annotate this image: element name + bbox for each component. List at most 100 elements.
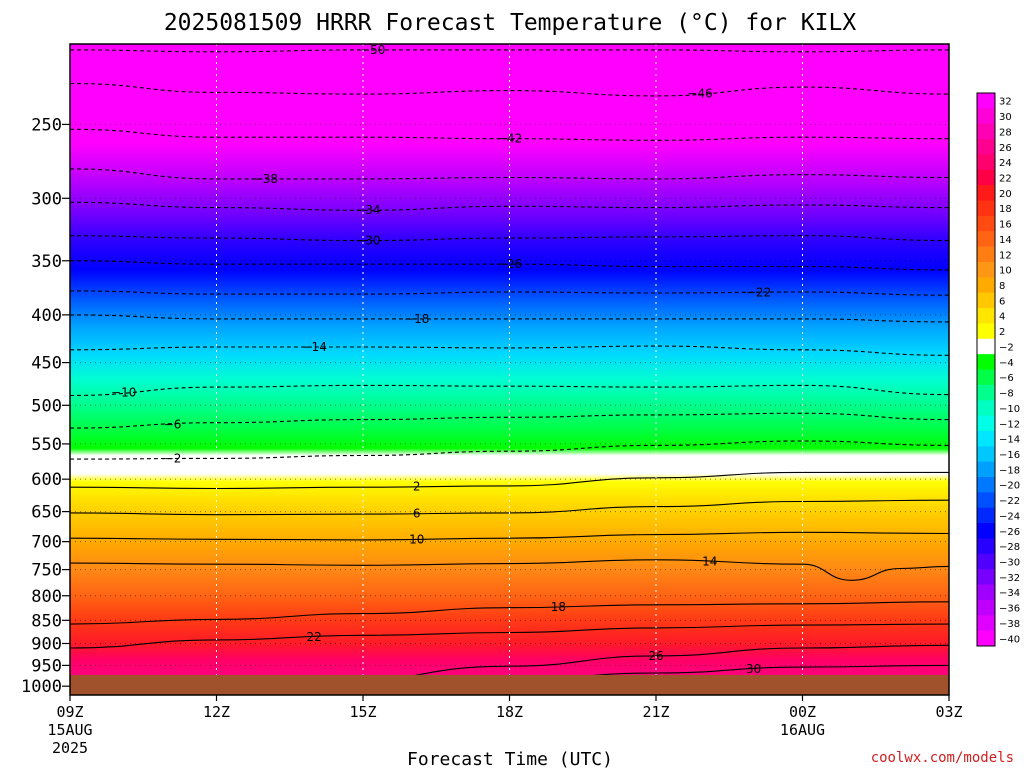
contour-line — [70, 559, 949, 581]
colorbar-swatch — [977, 354, 995, 370]
colorbar-swatch — [977, 261, 995, 278]
contour-line — [70, 531, 949, 541]
colorbar-swatch — [977, 231, 995, 248]
colorbar-label: 16 — [999, 220, 1012, 231]
x-tick-label: 21Z — [642, 703, 669, 721]
contour-label: −34 — [355, 203, 380, 217]
colorbar-label: −26 — [999, 527, 1020, 538]
colorbar-label: 4 — [999, 312, 1005, 323]
colorbar-label: −8 — [999, 389, 1014, 400]
colorbar-label: 30 — [999, 112, 1012, 123]
colorbar-swatch — [977, 461, 995, 478]
x-tick-label: 00Z — [789, 703, 816, 721]
contour-label: −2 — [164, 452, 182, 466]
x-axis-label: Forecast Time (UTC) — [407, 749, 613, 768]
colorbar-label: −16 — [999, 450, 1020, 461]
contour-label: 22 — [307, 630, 322, 644]
y-tick-label: 850 — [31, 611, 62, 631]
contour-line — [314, 644, 949, 687]
colorbar-swatch — [977, 538, 995, 555]
colorbar-swatch — [977, 369, 995, 386]
y-tick-label: 650 — [31, 503, 62, 523]
y-tick-label: 400 — [31, 306, 62, 326]
contour-label: 14 — [702, 554, 717, 568]
y-tick-label: 700 — [31, 533, 62, 553]
colorbar-swatch — [977, 400, 995, 417]
colorbar-label: −38 — [999, 619, 1020, 630]
colorbar-label: −18 — [999, 465, 1020, 476]
colorbar-swatch — [977, 477, 995, 493]
colorbar-label: −14 — [999, 435, 1020, 446]
colorbar-swatch — [977, 93, 995, 109]
x-tick-label: 15Z — [349, 703, 376, 721]
ground-surface — [70, 675, 949, 695]
contour-label: 10 — [409, 532, 424, 546]
colorbar-swatch — [977, 215, 995, 232]
colorbar-swatch — [977, 415, 995, 432]
colorbar-label: −20 — [999, 481, 1020, 492]
y-tick-label: 550 — [31, 435, 62, 455]
colorbar-label: −22 — [999, 496, 1020, 507]
contour-label: −50 — [360, 43, 385, 57]
colorbar-label: −30 — [999, 558, 1020, 569]
colorbar-label: 14 — [999, 235, 1012, 246]
colorbar-label: −34 — [999, 588, 1020, 599]
colorbar-label: 20 — [999, 189, 1012, 200]
colorbar-swatch — [977, 630, 995, 647]
colorbar-swatch — [977, 185, 995, 202]
contour-label: −22 — [746, 285, 771, 299]
colorbar-label: −10 — [999, 404, 1020, 415]
contour-label: 26 — [648, 649, 663, 663]
colorbar-swatch — [977, 200, 995, 217]
x-tick-label: 09Z — [56, 703, 83, 721]
x-tick-sublabel: 2025 — [52, 739, 88, 757]
colorbar-label: −24 — [999, 511, 1020, 522]
colorbar-label: 6 — [999, 296, 1005, 307]
colorbar-label: 2 — [999, 327, 1005, 338]
colorbar: 32 30 28 26 24 22 20 18 16 14 12 10 8 6 4 2 −2 −4 −6 −8 −10 −… — [976, 92, 1020, 647]
y-tick-label: 450 — [31, 354, 62, 374]
contour-label: −38 — [253, 172, 278, 186]
colorbar-swatch — [977, 323, 995, 340]
colorbar-swatch — [977, 292, 995, 309]
colorbar-label: −12 — [999, 419, 1020, 430]
y-tick-label: 950 — [31, 656, 62, 676]
colorbar-swatch — [977, 584, 995, 601]
contour-label: 30 — [746, 662, 761, 676]
y-tick-label: 750 — [31, 561, 62, 581]
x-tick-label: 18Z — [496, 703, 523, 721]
colorbar-label: 18 — [999, 204, 1012, 215]
colorbar-swatch — [977, 430, 995, 447]
colorbar-label: 32 — [999, 97, 1012, 108]
colorbar-swatch — [977, 384, 995, 401]
colorbar-swatch — [977, 523, 995, 539]
colorbar-frame — [976, 92, 996, 647]
colorbar-label: −36 — [999, 604, 1020, 615]
colorbar-swatch — [977, 154, 995, 171]
colorbar-label: −32 — [999, 573, 1020, 584]
y-tick-label: 800 — [31, 587, 62, 607]
colorbar-label: 12 — [999, 250, 1012, 261]
colorbar-swatch — [977, 246, 995, 263]
colorbar-label: −28 — [999, 542, 1020, 553]
colorbar-label: 28 — [999, 127, 1012, 138]
contour-label: 18 — [551, 600, 566, 614]
grid-lines — [70, 44, 949, 695]
colorbar-swatch — [977, 569, 995, 586]
contour-label: −30 — [355, 234, 380, 248]
colorbar-swatch — [977, 338, 995, 355]
contour-label: −46 — [687, 86, 712, 100]
colorbar-label: −4 — [999, 358, 1014, 369]
colorbar-swatch — [977, 108, 995, 125]
y-tick-label: 600 — [31, 470, 62, 490]
credit-text[interactable]: coolwx.com/models — [871, 750, 1014, 766]
contour-label: −42 — [497, 132, 522, 146]
colorbar-swatch — [977, 139, 995, 155]
colorbar-label: 8 — [999, 281, 1005, 292]
colorbar-swatch — [977, 615, 995, 632]
colorbar-label: 10 — [999, 266, 1012, 277]
contour-label: 6 — [413, 507, 421, 521]
y-tick-label: 350 — [31, 252, 62, 272]
colorbar-swatch — [977, 507, 995, 524]
